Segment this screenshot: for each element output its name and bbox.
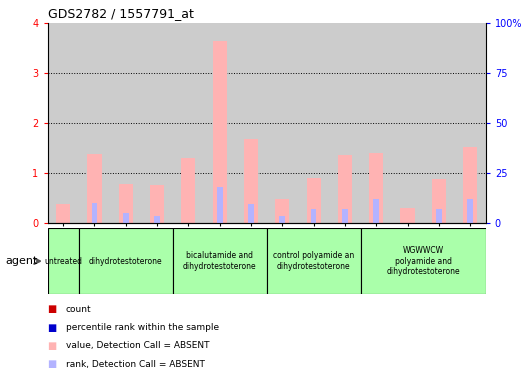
Bar: [48, 23, 79, 223]
Bar: [329, 23, 361, 223]
Bar: [119, 184, 133, 223]
Bar: [432, 179, 446, 223]
Bar: [467, 199, 473, 223]
Bar: [79, 228, 173, 294]
Text: percentile rank within the sample: percentile rank within the sample: [66, 323, 219, 332]
Text: ■: ■: [48, 304, 57, 314]
Bar: [154, 216, 160, 223]
Text: ■: ■: [48, 359, 57, 369]
Bar: [361, 228, 486, 294]
Bar: [392, 23, 423, 223]
Text: untreated: untreated: [44, 257, 82, 266]
Bar: [436, 209, 441, 223]
Text: count: count: [66, 305, 92, 314]
Bar: [369, 153, 383, 223]
Bar: [342, 209, 348, 223]
Bar: [88, 154, 101, 223]
Bar: [298, 23, 329, 223]
Text: dihydrotestoterone: dihydrotestoterone: [89, 257, 163, 266]
Bar: [56, 204, 70, 223]
Bar: [79, 23, 110, 223]
Bar: [173, 23, 204, 223]
Bar: [267, 23, 298, 223]
Text: GDS2782 / 1557791_at: GDS2782 / 1557791_at: [48, 7, 193, 20]
Text: WGWWCW
polyamide and
dihydrotestoterone: WGWWCW polyamide and dihydrotestoterone: [386, 246, 460, 276]
Bar: [142, 23, 173, 223]
Bar: [311, 209, 316, 223]
Bar: [423, 23, 455, 223]
Bar: [455, 23, 486, 223]
Bar: [213, 41, 227, 223]
Bar: [361, 23, 392, 223]
Bar: [92, 203, 97, 223]
Text: bicalutamide and
dihydrotestoterone: bicalutamide and dihydrotestoterone: [183, 252, 257, 271]
Text: ■: ■: [48, 341, 57, 351]
Bar: [463, 147, 477, 223]
Bar: [204, 23, 235, 223]
Bar: [248, 204, 254, 223]
Bar: [123, 213, 129, 223]
Text: rank, Detection Call = ABSENT: rank, Detection Call = ABSENT: [66, 360, 205, 369]
Bar: [307, 178, 320, 223]
Bar: [48, 228, 79, 294]
Bar: [150, 185, 164, 223]
Bar: [217, 187, 222, 223]
Text: ■: ■: [48, 323, 57, 333]
Text: control polyamide an
dihydrotestoterone: control polyamide an dihydrotestoterone: [273, 252, 354, 271]
Bar: [267, 228, 361, 294]
Text: agent: agent: [5, 256, 37, 266]
Bar: [400, 208, 414, 223]
Bar: [181, 158, 195, 223]
Bar: [275, 199, 289, 223]
Bar: [110, 23, 142, 223]
Bar: [244, 139, 258, 223]
Bar: [235, 23, 267, 223]
Bar: [373, 199, 379, 223]
Bar: [279, 216, 285, 223]
Bar: [173, 228, 267, 294]
Bar: [338, 156, 352, 223]
Text: value, Detection Call = ABSENT: value, Detection Call = ABSENT: [66, 341, 210, 351]
